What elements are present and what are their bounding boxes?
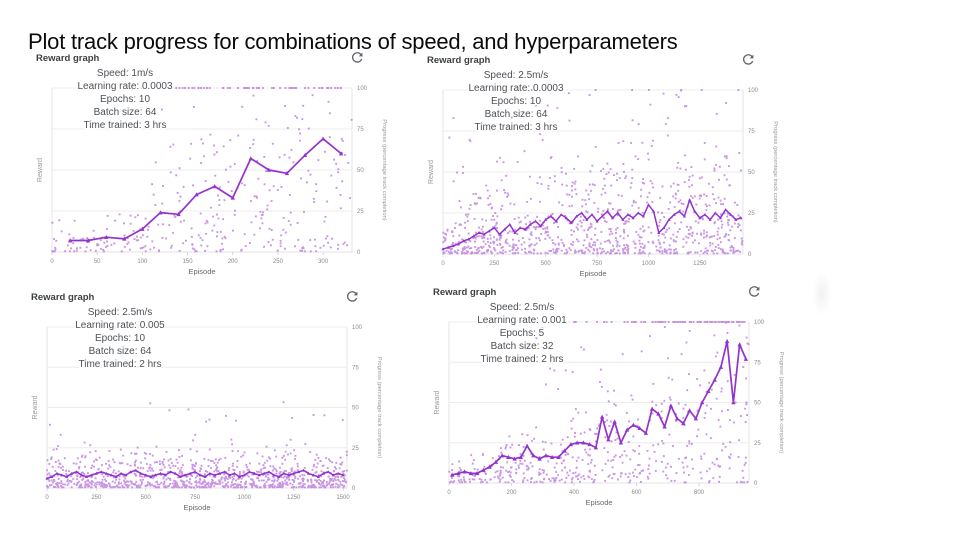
- reward-graph-panel-2: Reward graph 0 250 500 750 1000 1250 Episode Re…: [421, 52, 789, 290]
- page-title: Plot track progress for combinations of …: [28, 28, 678, 54]
- svg-text:250: 250: [91, 495, 102, 501]
- svg-text:Batch size: 64: Batch size: 64: [94, 107, 157, 118]
- svg-text:250: 250: [273, 259, 284, 265]
- refresh-icon[interactable]: [741, 53, 755, 67]
- svg-text:50: 50: [357, 168, 364, 174]
- svg-text:750: 750: [592, 261, 603, 267]
- artifact-smudge: [812, 272, 832, 316]
- panel-title: Reward graph: [31, 291, 95, 303]
- svg-text:250: 250: [489, 261, 500, 267]
- svg-text:1500: 1500: [336, 495, 350, 501]
- svg-text:Reward: Reward: [32, 395, 39, 419]
- svg-text:200: 200: [228, 259, 239, 265]
- panel-title: Reward graph: [36, 52, 100, 64]
- svg-text:50: 50: [352, 406, 359, 412]
- svg-text:0: 0: [352, 486, 356, 492]
- svg-text:75: 75: [748, 129, 755, 135]
- svg-text:Epochs: 10: Epochs: 10: [95, 333, 145, 344]
- svg-text:25: 25: [357, 209, 364, 215]
- svg-text:Episode: Episode: [585, 498, 612, 507]
- svg-text:75: 75: [352, 365, 359, 371]
- svg-text:Reward: Reward: [434, 390, 441, 414]
- svg-text:Epochs: 10: Epochs: 10: [100, 94, 150, 105]
- svg-text:0: 0: [748, 252, 752, 258]
- svg-text:Progress (percentage track com: Progress (percentage track completion): [778, 352, 784, 454]
- svg-text:500: 500: [541, 261, 552, 267]
- svg-text:Time trained: 2 hrs: Time trained: 2 hrs: [79, 359, 162, 370]
- svg-text:750: 750: [190, 495, 201, 501]
- svg-text:0: 0: [754, 481, 758, 487]
- reward-graph-panel-4: Reward graph 0 200 400 600 800 Episode Reward 0…: [427, 284, 795, 519]
- svg-text:800: 800: [694, 490, 705, 496]
- panel-header: Reward graph: [427, 284, 795, 300]
- refresh-icon[interactable]: [747, 285, 761, 299]
- svg-text:400: 400: [569, 490, 580, 496]
- svg-text:1250: 1250: [287, 495, 301, 501]
- svg-text:Time trained: 3 hrs: Time trained: 3 hrs: [475, 122, 558, 133]
- svg-text:Batch size: 32: Batch size: 32: [491, 341, 554, 352]
- svg-text:0: 0: [45, 495, 49, 501]
- svg-text:Episode: Episode: [188, 267, 215, 276]
- svg-text:150: 150: [183, 259, 194, 265]
- reward-chart: 0 200 400 600 800 Episode Reward 0 25 50 75 100 Prog…: [427, 300, 795, 520]
- svg-text:0: 0: [441, 261, 445, 267]
- reward-chart: 0 50 100 150 200 250 300 Episode Reward 0 25 50 75 10…: [30, 66, 398, 289]
- svg-text:1000: 1000: [642, 261, 656, 267]
- panel-header: Reward graph: [30, 50, 398, 66]
- svg-text:Epochs: 10: Epochs: 10: [491, 96, 541, 107]
- svg-text:100: 100: [137, 259, 148, 265]
- svg-text:Reward: Reward: [37, 158, 44, 182]
- reward-graph-panel-1: Reward graph 0 50 100 150 200 250 300 Episode Re…: [30, 50, 398, 288]
- svg-text:100: 100: [357, 86, 368, 92]
- svg-text:Learning rate: 0.0003: Learning rate: 0.0003: [77, 81, 173, 92]
- svg-text:50: 50: [754, 401, 761, 407]
- reward-graph-panel-3: Reward graph 0 250 500 750 1000 1250 1500 Episo…: [25, 289, 393, 524]
- svg-text:1250: 1250: [693, 261, 707, 267]
- svg-text:0: 0: [357, 250, 361, 256]
- svg-text:Batch size: 64: Batch size: 64: [89, 346, 152, 357]
- svg-text:200: 200: [506, 490, 517, 496]
- svg-text:0: 0: [447, 490, 451, 496]
- svg-text:Speed: 2.5m/s: Speed: 2.5m/s: [88, 307, 152, 318]
- refresh-icon[interactable]: [350, 51, 364, 65]
- panel-title: Reward graph: [427, 54, 491, 66]
- svg-text:50: 50: [94, 259, 101, 265]
- svg-text:Speed: 2.5m/s: Speed: 2.5m/s: [484, 70, 548, 81]
- svg-text:25: 25: [748, 211, 755, 217]
- svg-text:Progress (percentage track com: Progress (percentage track completion): [772, 121, 778, 223]
- svg-text:Learning rate: 0.005: Learning rate: 0.005: [75, 320, 165, 331]
- svg-text:Episode: Episode: [579, 269, 606, 278]
- svg-text:Speed: 1m/s: Speed: 1m/s: [97, 68, 153, 79]
- svg-text:100: 100: [754, 320, 765, 326]
- panel-title: Reward graph: [433, 286, 497, 298]
- svg-text:75: 75: [754, 360, 761, 366]
- refresh-icon[interactable]: [345, 290, 359, 304]
- svg-text:75: 75: [357, 127, 364, 133]
- svg-text:Learning rate: 0.0003: Learning rate: 0.0003: [468, 83, 564, 94]
- svg-text:25: 25: [754, 441, 761, 447]
- svg-text:Progress (percentage track com: Progress (percentage track completion): [381, 119, 387, 221]
- svg-text:500: 500: [141, 495, 152, 501]
- svg-text:Time trained: 2 hrs: Time trained: 2 hrs: [481, 354, 564, 365]
- svg-text:Time trained: 3 hrs: Time trained: 3 hrs: [84, 120, 167, 131]
- svg-text:Learning rate: 0.001: Learning rate: 0.001: [477, 315, 567, 326]
- svg-text:Batch size: 64: Batch size: 64: [485, 109, 548, 120]
- svg-text:25: 25: [352, 446, 359, 452]
- reward-chart: 0 250 500 750 1000 1250 Episode Reward 0 25 50 75 10…: [421, 68, 789, 291]
- svg-text:300: 300: [318, 259, 329, 265]
- svg-text:100: 100: [352, 325, 363, 331]
- svg-text:1000: 1000: [238, 495, 252, 501]
- svg-text:Reward: Reward: [428, 160, 435, 184]
- panel-header: Reward graph: [25, 289, 393, 305]
- svg-text:Epochs: 5: Epochs: 5: [500, 328, 545, 339]
- svg-text:Episode: Episode: [183, 503, 210, 512]
- svg-text:600: 600: [631, 490, 642, 496]
- svg-text:0: 0: [50, 259, 54, 265]
- panel-header: Reward graph: [421, 52, 789, 68]
- svg-text:Speed: 2.5m/s: Speed: 2.5m/s: [490, 302, 554, 313]
- svg-text:Progress (percentage track com: Progress (percentage track completion): [376, 357, 382, 459]
- svg-text:100: 100: [748, 88, 759, 94]
- svg-text:50: 50: [748, 170, 755, 176]
- reward-chart: 0 250 500 750 1000 1250 1500 Episode Reward 0 25 50…: [25, 305, 393, 525]
